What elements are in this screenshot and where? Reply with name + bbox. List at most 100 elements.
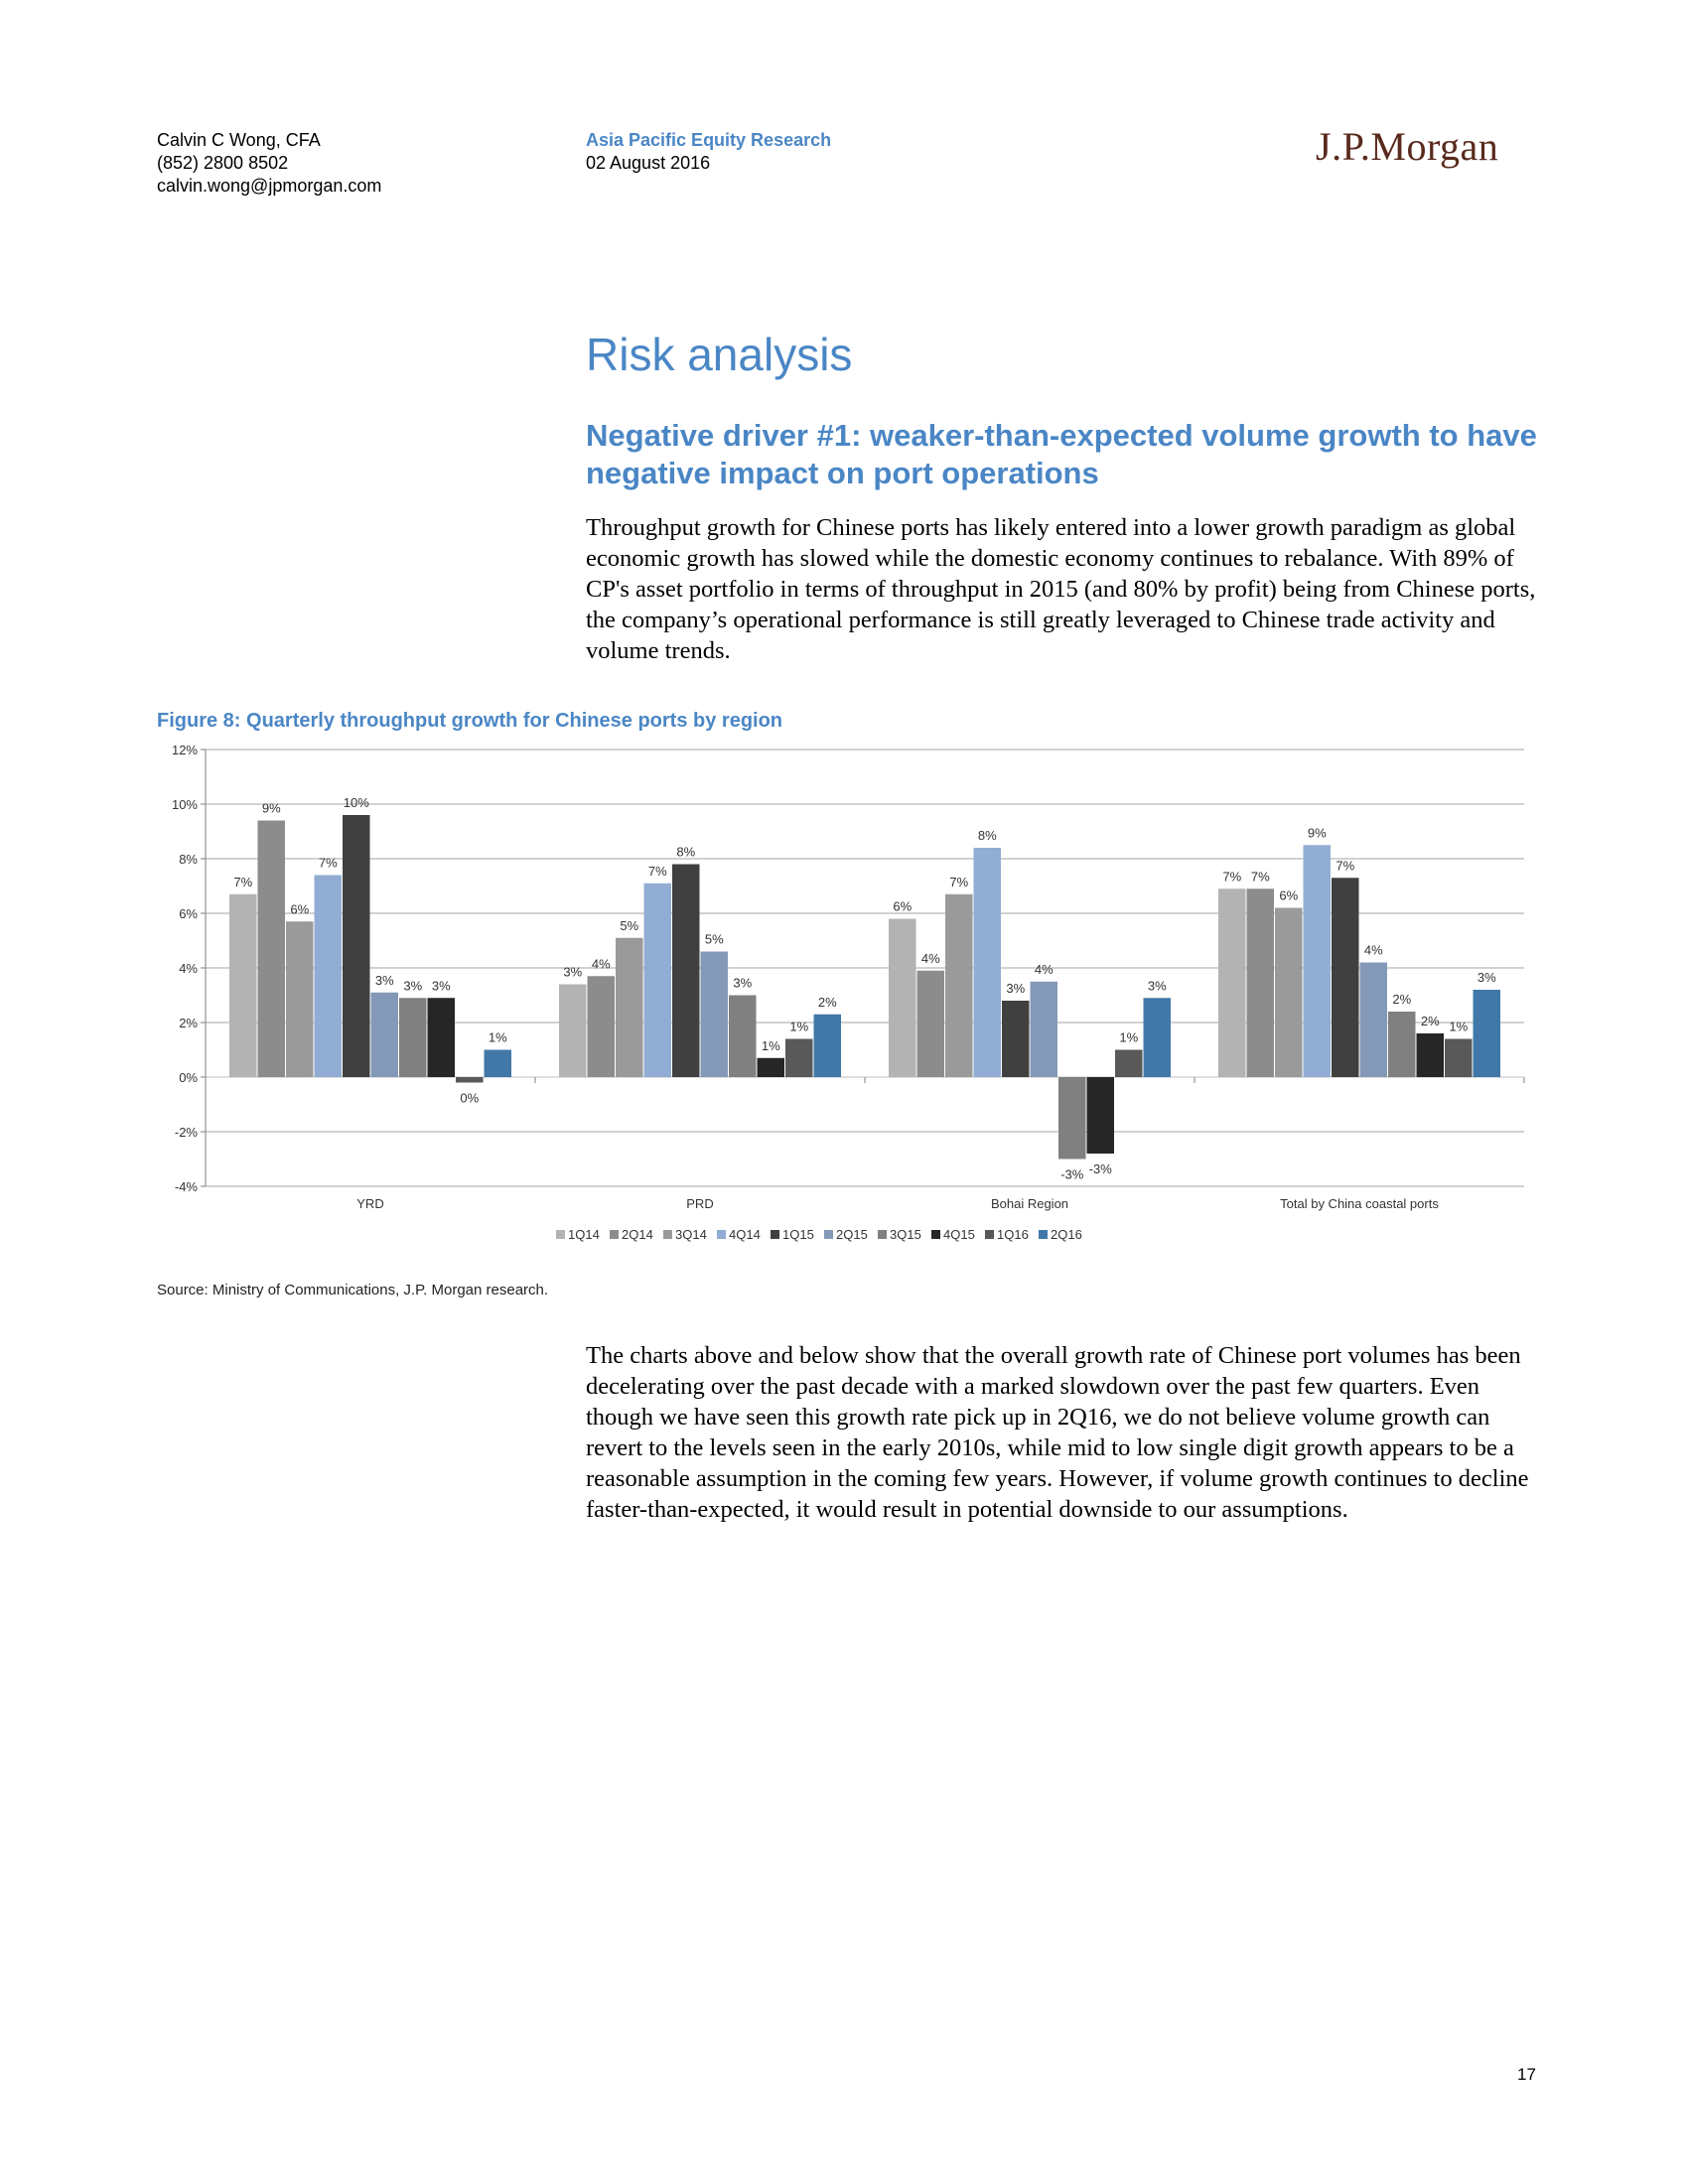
bar-2Q15-bohai-region bbox=[1030, 981, 1057, 1077]
legend-label-2Q16: 2Q16 bbox=[1051, 1227, 1082, 1242]
data-label: 7% bbox=[233, 875, 252, 889]
y-tick-label: -2% bbox=[175, 1125, 199, 1140]
bar-1Q15-total-by-china-coastal-ports bbox=[1332, 878, 1359, 1077]
data-label: 3% bbox=[733, 976, 752, 991]
data-label: 2% bbox=[818, 995, 837, 1010]
bar-1Q15-bohai-region bbox=[1002, 1001, 1030, 1077]
y-tick-label: 6% bbox=[179, 906, 198, 921]
data-label: 6% bbox=[290, 901, 309, 916]
bar-4Q14-prd bbox=[643, 883, 671, 1077]
author-name: Calvin C Wong, CFA bbox=[157, 130, 321, 150]
data-label: 8% bbox=[676, 845, 695, 860]
bar-1Q15-yrd bbox=[343, 815, 370, 1077]
bar-1Q15-prd bbox=[672, 864, 700, 1077]
y-tick-label: 8% bbox=[179, 852, 198, 867]
data-label: 3% bbox=[1148, 978, 1167, 993]
bar-4Q15-prd bbox=[757, 1057, 784, 1077]
legend-label-4Q15: 4Q15 bbox=[943, 1227, 975, 1242]
legend-swatch-1Q16 bbox=[985, 1230, 994, 1239]
data-label: 2% bbox=[1392, 992, 1411, 1007]
legend-label-3Q15: 3Q15 bbox=[890, 1227, 921, 1242]
data-label: 1% bbox=[1119, 1030, 1138, 1045]
throughput-growth-bar-chart: -4% -2% 0% 2% 4% 6% 8% 10% 12% 7% 9% 6% 7% 10% 3% 3% 3% 0… bbox=[172, 743, 1525, 1242]
author-block: Calvin C Wong, CFA (852) 2800 8502 calvi… bbox=[157, 129, 381, 198]
page-number: 17 bbox=[1517, 2065, 1536, 2084]
subsection-title: Negative driver #1: weaker-than-expected… bbox=[586, 418, 1537, 490]
bar-2Q14-yrd bbox=[257, 820, 285, 1077]
data-label: 6% bbox=[1279, 888, 1298, 903]
bar-4Q14-yrd bbox=[314, 875, 342, 1077]
x-category-label: Bohai Region bbox=[991, 1196, 1068, 1211]
bar-1Q16-prd bbox=[785, 1038, 813, 1077]
x-category-label: PRD bbox=[686, 1196, 713, 1211]
bar-3Q14-yrd bbox=[286, 921, 314, 1077]
publication-date: 02 August 2016 bbox=[586, 153, 711, 173]
legend-swatch-4Q15 bbox=[931, 1230, 940, 1239]
data-label: 3% bbox=[1006, 981, 1025, 996]
legend-label-1Q16: 1Q16 bbox=[997, 1227, 1029, 1242]
data-label: 1% bbox=[789, 1020, 808, 1034]
data-label: 9% bbox=[262, 801, 281, 816]
publication-title: Asia Pacific Equity Research bbox=[586, 130, 832, 150]
bar-3Q14-total-by-china-coastal-ports bbox=[1275, 907, 1303, 1077]
bar-1Q16-bohai-region bbox=[1115, 1049, 1143, 1077]
data-label: 2% bbox=[1421, 1014, 1440, 1028]
data-label: 1% bbox=[1449, 1020, 1468, 1034]
source-note: Source: Ministry of Communications, J.P.… bbox=[157, 1282, 549, 1298]
bar-4Q14-total-by-china-coastal-ports bbox=[1303, 845, 1331, 1077]
x-category-label: Total by China coastal ports bbox=[1280, 1196, 1439, 1211]
bar-3Q15-prd bbox=[729, 995, 757, 1077]
legend-swatch-2Q16 bbox=[1039, 1230, 1048, 1239]
legend-label-4Q14: 4Q14 bbox=[729, 1227, 761, 1242]
author-phone: (852) 2800 8502 bbox=[157, 153, 289, 173]
data-label: 3% bbox=[1477, 970, 1496, 985]
legend-label-3Q14: 3Q14 bbox=[675, 1227, 707, 1242]
data-label: 7% bbox=[319, 856, 338, 871]
bar-2Q16-prd bbox=[813, 1014, 841, 1077]
bar-1Q16-total-by-china-coastal-ports bbox=[1445, 1038, 1473, 1077]
data-label: 4% bbox=[921, 951, 940, 966]
legend-swatch-2Q15 bbox=[824, 1230, 833, 1239]
data-label: 4% bbox=[1364, 943, 1383, 958]
bar-3Q14-prd bbox=[616, 937, 643, 1077]
data-label: 7% bbox=[949, 875, 968, 889]
bar-4Q15-total-by-china-coastal-ports bbox=[1416, 1033, 1444, 1077]
data-label: 7% bbox=[1251, 869, 1270, 884]
y-tick-label: 2% bbox=[179, 1016, 198, 1030]
data-label: 1% bbox=[489, 1030, 507, 1045]
legend-label-2Q14: 2Q14 bbox=[622, 1227, 653, 1242]
publication-block: Asia Pacific Equity Research 02 August 2… bbox=[586, 129, 831, 175]
bar-2Q14-prd bbox=[587, 976, 615, 1077]
data-label: 9% bbox=[1308, 825, 1327, 840]
y-tick-label: 4% bbox=[179, 961, 198, 976]
legend-label-2Q15: 2Q15 bbox=[836, 1227, 868, 1242]
legend-swatch-3Q15 bbox=[878, 1230, 887, 1239]
data-label: 7% bbox=[648, 864, 667, 879]
bar-1Q14-total-by-china-coastal-ports bbox=[1218, 888, 1246, 1077]
data-label: 7% bbox=[1336, 858, 1354, 873]
data-label: -3% bbox=[1060, 1167, 1084, 1182]
figure-title: Figure 8: Quarterly throughput growth fo… bbox=[157, 710, 783, 732]
bar-1Q14-yrd bbox=[229, 893, 257, 1077]
jpmorgan-logo: J.P.Morgan bbox=[1316, 124, 1499, 169]
data-label: 3% bbox=[403, 978, 422, 993]
bar-1Q16-yrd bbox=[456, 1077, 484, 1083]
bar-4Q14-bohai-region bbox=[973, 848, 1001, 1077]
bar-2Q16-yrd bbox=[484, 1049, 511, 1077]
y-tick-label: 12% bbox=[172, 743, 198, 757]
data-label: 4% bbox=[1035, 962, 1054, 977]
body-paragraph-1: Throughput growth for Chinese ports has … bbox=[586, 514, 1536, 664]
bar-2Q15-prd bbox=[700, 951, 728, 1077]
x-category-label: YRD bbox=[356, 1196, 383, 1211]
bar-4Q15-bohai-region bbox=[1086, 1077, 1114, 1154]
author-email[interactable]: calvin.wong@jpmorgan.com bbox=[157, 176, 382, 196]
data-label: 5% bbox=[705, 932, 724, 947]
y-tick-label: 10% bbox=[172, 797, 198, 812]
data-label: 1% bbox=[762, 1038, 780, 1053]
bar-3Q14-bohai-region bbox=[945, 893, 973, 1077]
bar-3Q15-total-by-china-coastal-ports bbox=[1388, 1012, 1416, 1077]
bar-3Q15-yrd bbox=[399, 998, 427, 1077]
data-label: 7% bbox=[1222, 869, 1241, 884]
legend-swatch-1Q15 bbox=[771, 1230, 779, 1239]
data-label: 3% bbox=[432, 978, 451, 993]
